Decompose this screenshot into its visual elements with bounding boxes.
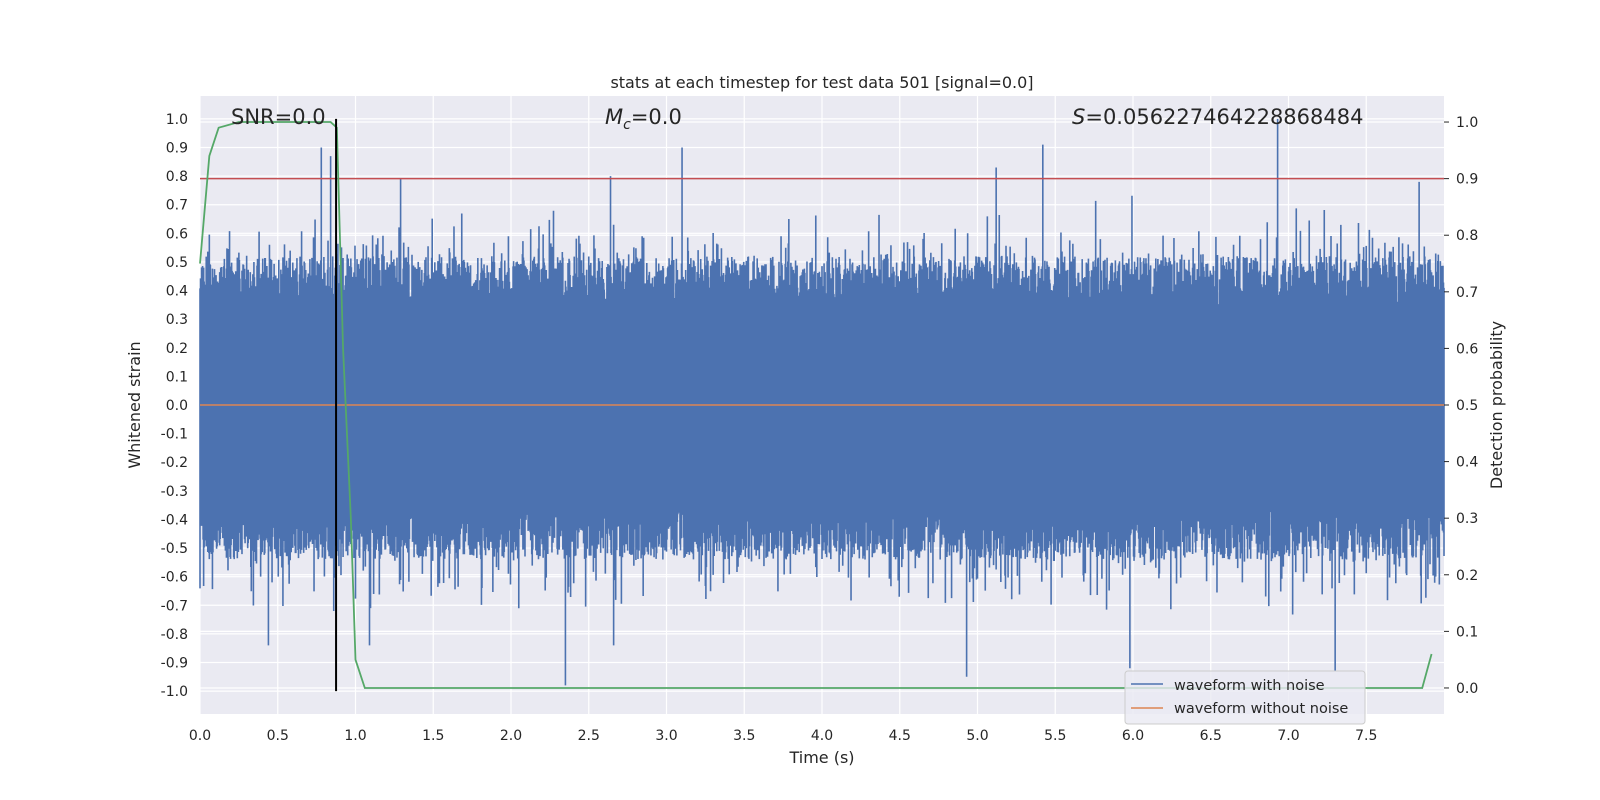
x-tick-label: 5.0 [966, 728, 988, 744]
right-y-tick-label: 0.4 [1456, 455, 1478, 471]
legend-label-clean: waveform without noise [1174, 701, 1348, 717]
left-y-tick-label: -0.3 [161, 484, 188, 500]
chirp-mass-symbol: M [605, 105, 623, 129]
chirp-mass-annotation: Mc=0.0 [605, 105, 682, 133]
x-tick-label: 3.0 [655, 728, 677, 744]
left-y-tick-label: -0.5 [161, 541, 188, 557]
legend-box [1124, 670, 1366, 725]
left-y-tick-label: -0.4 [161, 512, 188, 528]
chirp-mass-value: =0.0 [631, 105, 682, 129]
x-tick-label: 1.0 [344, 728, 366, 744]
x-axis-label: Time (s) [788, 748, 854, 767]
left-y-tick-label: -0.7 [161, 598, 188, 614]
left-y-tick-label: 0.4 [166, 284, 188, 300]
left-y-tick-label: 0.0 [166, 398, 188, 414]
right-y-tick-label: 0.1 [1456, 624, 1478, 640]
right-y-tick-label: 0.6 [1456, 341, 1478, 357]
left-y-tick-label: 0.3 [166, 312, 188, 328]
left-y-tick-label: -1.0 [161, 684, 188, 700]
right-y-tick-label: 0.5 [1456, 398, 1478, 414]
right-y-tick-label: 0.7 [1456, 285, 1478, 301]
left-y-tick-label: 0.6 [166, 226, 188, 242]
x-tick-label: 1.5 [422, 728, 444, 744]
left-y-tick-label: 0.5 [166, 255, 188, 271]
right-y-tick-label: 0.8 [1456, 228, 1478, 244]
s-statistic-value: =0.056227464228868484 [1085, 105, 1363, 129]
left-y-tick-label: -0.2 [161, 455, 188, 471]
s-statistic-annotation: S=0.056227464228868484 [1072, 105, 1363, 129]
x-tick-label: 2.0 [500, 728, 522, 744]
x-tick-label: 7.5 [1355, 728, 1377, 744]
chart-title: stats at each timestep for test data 501… [610, 73, 1033, 92]
x-tick-label: 4.0 [811, 728, 833, 744]
left-y-axis-label: Whitened strain [125, 341, 144, 468]
legend: waveform with noise waveform without noi… [1124, 670, 1366, 725]
right-y-axis-label: Detection probability [1487, 321, 1506, 489]
right-y-axis-ticks: 1.0 0.9 0.8 0.7 0.6 0.5 0.4 0.3 0.2 0.1 0.0 [1444, 115, 1478, 697]
legend-label-noisy: waveform with noise [1174, 678, 1325, 694]
x-tick-label: 5.5 [1044, 728, 1066, 744]
left-y-tick-label: 0.7 [166, 198, 188, 214]
x-axis-ticks: 0.0 0.5 1.0 1.5 2.0 2.5 3.0 3.5 4.0 4.5 5.0 5.5 6.0 6… [189, 728, 1378, 744]
x-tick-label: 3.5 [733, 728, 755, 744]
x-tick-label: 0.0 [189, 728, 211, 744]
right-y-tick-label: 0.9 [1456, 172, 1478, 188]
x-tick-label: 6.0 [1122, 728, 1144, 744]
left-y-tick-label: 0.2 [166, 341, 188, 357]
left-y-tick-label: -0.9 [161, 656, 188, 672]
probability-layer [199, 121, 1433, 689]
left-y-tick-label: 0.8 [166, 169, 188, 185]
x-tick-label: 0.5 [267, 728, 289, 744]
right-y-tick-label: 0.2 [1456, 568, 1478, 584]
right-y-tick-label: 0.0 [1456, 681, 1478, 697]
x-tick-label: 7.0 [1277, 728, 1299, 744]
left-y-tick-label: -0.6 [161, 570, 188, 586]
left-y-tick-label: 1.0 [166, 112, 188, 128]
right-y-tick-label: 1.0 [1456, 115, 1478, 131]
x-tick-label: 6.5 [1200, 728, 1222, 744]
detection-probability-line [199, 121, 1433, 689]
left-y-tick-label: 0.1 [166, 369, 188, 385]
left-y-tick-label: 0.9 [166, 141, 188, 157]
chirp-mass-subscript: c [623, 117, 631, 133]
left-y-tick-label: -0.8 [161, 627, 188, 643]
x-tick-label: 2.5 [578, 728, 600, 744]
s-statistic-symbol: S [1072, 105, 1085, 129]
left-y-axis-ticks: 1.0 0.9 0.8 0.7 0.6 0.5 0.4 0.3 0.2 0.1 0.0 -0.1 -0.… [161, 112, 188, 700]
right-y-tick-label: 0.3 [1456, 511, 1478, 527]
x-tick-label: 4.5 [889, 728, 911, 744]
snr-annotation: SNR=0.0 [231, 105, 326, 129]
left-y-tick-label: -0.1 [161, 427, 188, 443]
